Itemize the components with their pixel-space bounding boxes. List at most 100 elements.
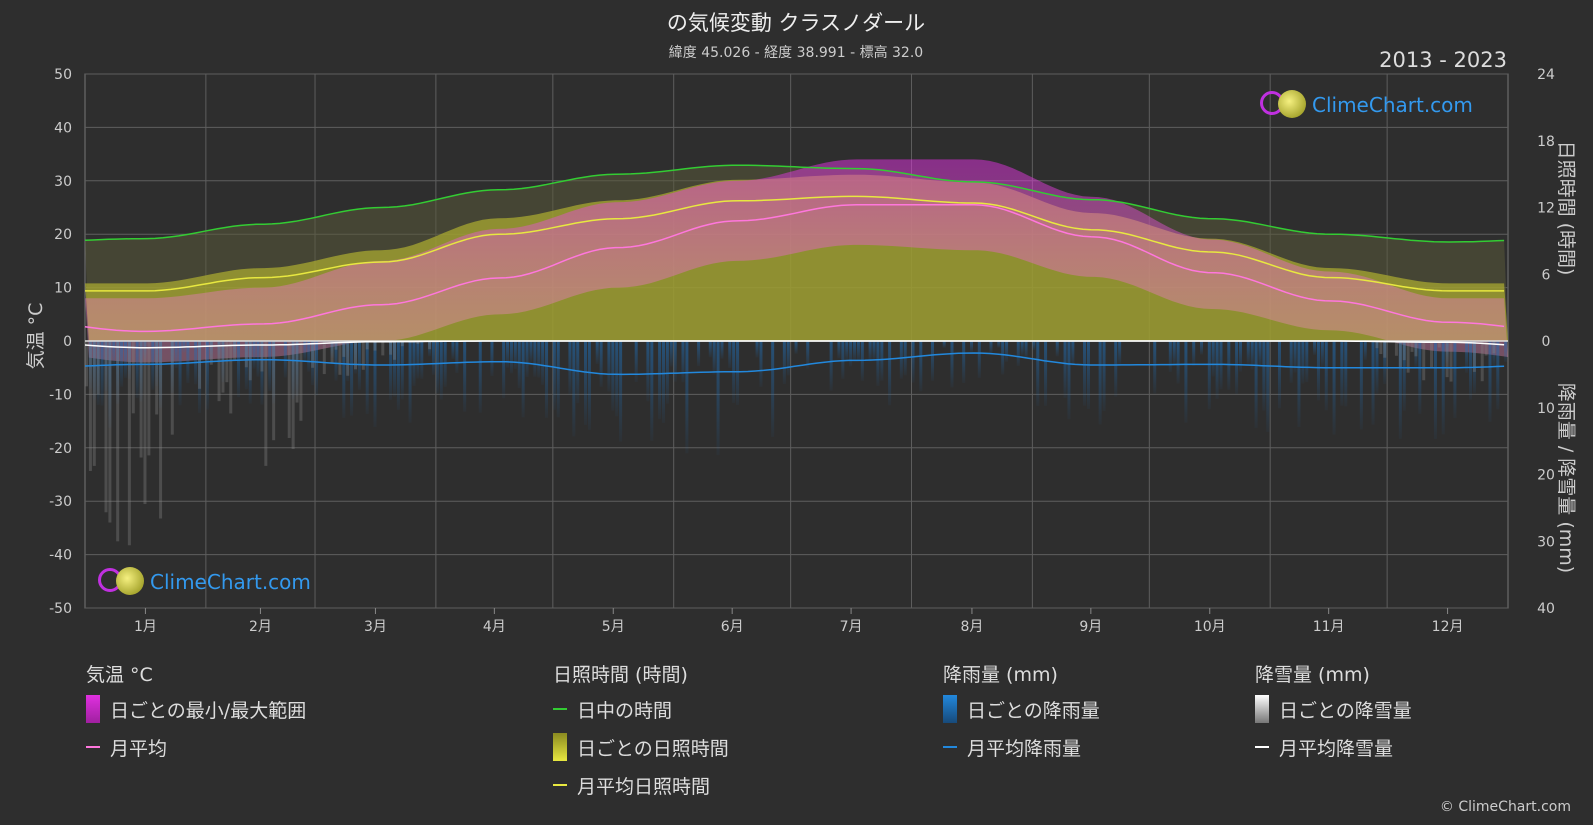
daily-snow-bar <box>365 341 369 350</box>
daily-rain-bar <box>1005 341 1009 362</box>
series-line-temp-avg <box>84 204 1505 333</box>
daily-rain-bar <box>911 341 915 383</box>
daily-rain-bar <box>315 341 319 396</box>
left-tick-label: -30 <box>49 494 72 510</box>
daily-rain-bar <box>1211 341 1215 377</box>
daily-rain-bar <box>350 341 354 416</box>
daily-rain-bar <box>1063 341 1067 398</box>
daily-snow-bar <box>1449 341 1453 382</box>
brand-logo-top[interactable]: ClimeChart.com <box>1258 88 1473 122</box>
daily-rain-bar <box>1118 341 1122 365</box>
daily-snow-bar <box>330 341 334 364</box>
daily-rain-bar <box>962 341 966 383</box>
daily-snow-bar <box>354 341 358 370</box>
legend: 気温 °C 日ごとの最小/最大範囲 月平均 日照時間 (時間) 日中の時間 日ご… <box>0 660 1593 810</box>
x-tick-label: 6月 <box>721 619 744 635</box>
daily-rain-bar <box>186 341 190 384</box>
legend-item-temp-range: 日ごとの最小/最大範囲 <box>86 695 306 723</box>
legend-rain-title: 降雨量 (mm) <box>943 664 1058 686</box>
copyright: © ClimeChart.com <box>1439 799 1571 815</box>
daily-snow-bar <box>342 341 346 357</box>
daily-rain-bar <box>1055 341 1059 357</box>
daily-rain-bar <box>1277 341 1281 409</box>
daily-snow-bar <box>361 341 365 370</box>
daily-rain-bar <box>853 341 857 361</box>
daily-rain-bar <box>1044 341 1048 406</box>
daily-rain-bar <box>1036 341 1040 406</box>
sunshine-avg-swatch <box>553 784 567 786</box>
daily-rain-bar <box>1067 341 1071 420</box>
daily-rain-bar <box>1016 341 1020 367</box>
daily-rain-bar <box>931 341 935 381</box>
daily-rain-bar <box>697 341 701 367</box>
daily-rain-bar <box>1153 341 1157 394</box>
daily-rain-bar <box>720 341 724 359</box>
daily-snow-bar <box>1398 341 1402 368</box>
daily-rain-bar <box>521 341 525 418</box>
daily-rain-bar <box>786 341 790 376</box>
daily-rain-bar <box>1086 341 1090 410</box>
daily-snow-bar <box>381 341 385 356</box>
left-tick-label: 30 <box>54 174 72 190</box>
daily-rain-swatch <box>943 695 957 723</box>
daily-snow-bar <box>1394 341 1398 356</box>
daily-rain-bar <box>1433 341 1437 440</box>
daily-rain-bar <box>1289 341 1293 383</box>
climechart-logo-icon <box>1258 88 1308 122</box>
daily-snow-bar <box>225 341 229 383</box>
data-lines <box>84 164 1508 376</box>
daily-snow-bar <box>416 341 420 344</box>
right-bottom-tick-label: 20 <box>1537 468 1555 484</box>
right-bottom-tick-label: 30 <box>1537 534 1555 550</box>
daily-rain-bar <box>307 341 311 372</box>
daily-rain-bar <box>545 341 549 418</box>
year-range: 2013 - 2023 <box>1379 48 1507 72</box>
x-tick-label: 10月 <box>1194 619 1226 635</box>
chart-subtitle: 緯度 45.026 - 経度 38.991 - 標高 32.0 <box>669 44 923 61</box>
daily-rain-bar <box>100 341 104 406</box>
daily-rain-bar <box>1071 341 1075 367</box>
x-tick-label: 11月 <box>1313 619 1345 635</box>
daily-snow-bar <box>229 341 233 414</box>
daily-rain-bar <box>1020 341 1024 356</box>
daily-snow-bar <box>299 341 303 421</box>
daily-rain-bar <box>669 341 673 367</box>
daily-rain-bar <box>143 341 147 360</box>
daily-rain-bar <box>872 341 876 361</box>
daily-snow-bar <box>389 341 393 355</box>
daily-snow-bar <box>346 341 350 376</box>
daily-rain-bar <box>1250 341 1254 370</box>
daily-snow-bar <box>1480 341 1484 382</box>
daily-rain-bar <box>295 341 299 397</box>
daily-snow-bar <box>1383 341 1387 358</box>
legend-temperature-title: 気温 °C <box>86 664 153 686</box>
daily-rain-bar <box>615 341 619 417</box>
daily-rain-bar <box>233 341 237 358</box>
daily-rain-bar <box>950 341 954 388</box>
x-tick-label: 5月 <box>602 619 625 635</box>
right-top-tick-label: 12 <box>1537 201 1555 217</box>
daily-rain-bar <box>244 341 248 390</box>
daily-rain-bar <box>1172 341 1176 366</box>
daily-snow-bar <box>428 341 432 350</box>
daily-rain-bar <box>268 341 272 391</box>
right-top-tick-label: 6 <box>1542 267 1551 283</box>
daily-rain-bar <box>517 341 521 389</box>
daily-snow-bar <box>244 341 248 368</box>
x-tick-label: 4月 <box>483 619 506 635</box>
daily-rain-bar <box>1418 341 1422 414</box>
daily-rain-bar <box>451 341 455 359</box>
daylight-swatch <box>553 708 567 710</box>
daily-rain-bar <box>1465 341 1469 373</box>
brand-logo-bottom[interactable]: ClimeChart.com <box>96 565 311 599</box>
daily-rain-bar <box>1001 341 1005 375</box>
daily-snow-bar <box>104 341 108 513</box>
daily-snow-bar <box>260 341 264 372</box>
daily-rain-bar <box>989 341 993 354</box>
daily-rain-bar <box>170 341 174 393</box>
daily-rain-bar <box>1398 341 1402 439</box>
daily-rain-bar <box>997 341 1001 348</box>
daily-rain-bar <box>88 341 92 389</box>
legend-temperature: 気温 °C 日ごとの最小/最大範囲 月平均 <box>86 660 306 772</box>
daily-rain-bar <box>685 341 689 454</box>
